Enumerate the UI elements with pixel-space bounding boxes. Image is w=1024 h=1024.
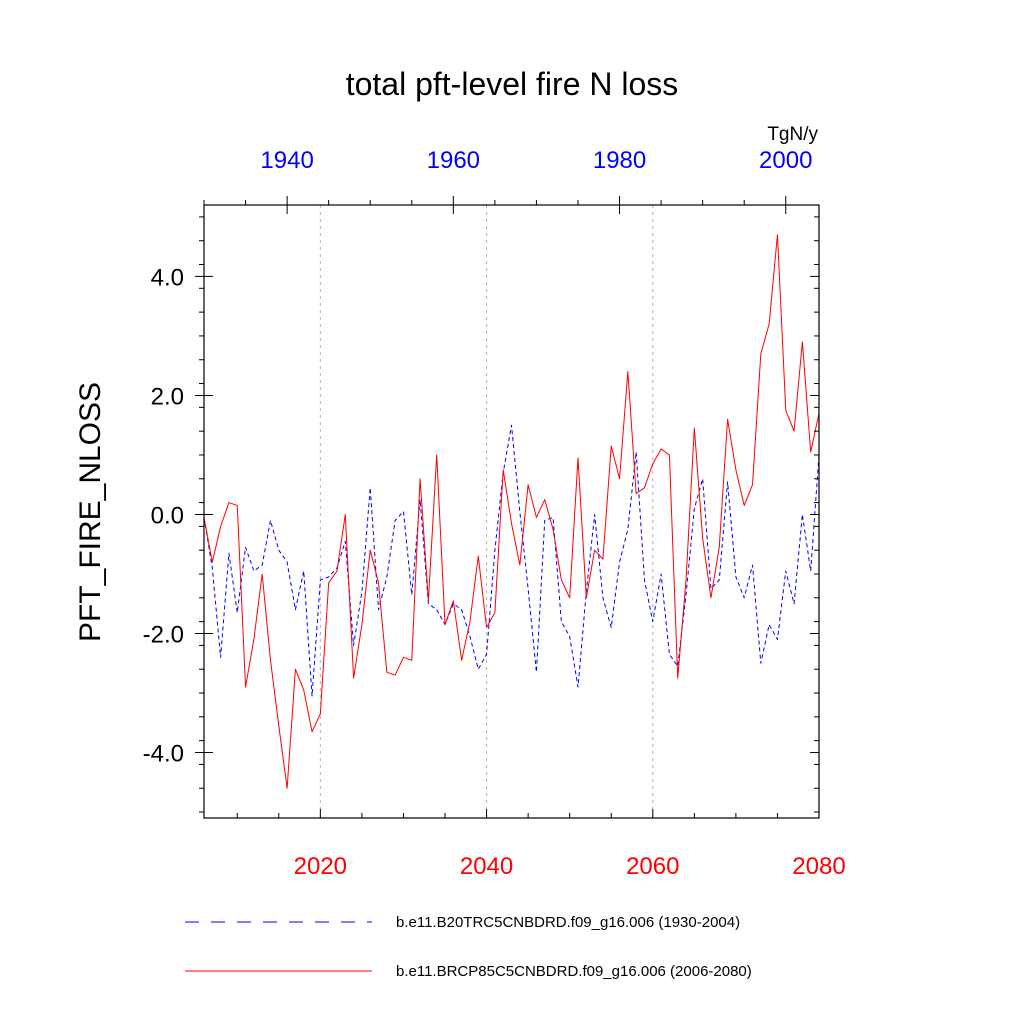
x-bottom-tick-label: 2080 — [792, 853, 845, 880]
ticks — [195, 196, 820, 818]
x-top-tick-label: 1980 — [593, 147, 646, 174]
legend: b.e11.B20TRC5CNBDRD.f09_g16.006 (1930-20… — [185, 914, 752, 980]
x-top-tick-label: 2000 — [759, 147, 812, 174]
series-layer — [203, 234, 820, 789]
y-tick-label: -2.0 — [143, 622, 184, 649]
y-axis-label: PFT_FIRE_NLOSS — [74, 382, 107, 642]
x-bottom-tick-label: 2060 — [626, 853, 679, 880]
series-line-0 — [203, 424, 820, 697]
x-bottom-tick-label: 2020 — [294, 853, 347, 880]
legend-label-historical: b.e11.B20TRC5CNBDRD.f09_g16.006 (1930-20… — [396, 914, 740, 931]
axes — [203, 204, 820, 819]
series-line-1 — [203, 234, 820, 789]
grid-lines — [319, 205, 654, 818]
chart-title: total pft-level fire N loss — [346, 66, 679, 102]
y-tick-label: 4.0 — [151, 264, 184, 291]
legend-label-rcp85: b.e11.BRCP85C5CNBDRD.f09_g16.006 (2006-2… — [396, 963, 752, 980]
x-bottom-tick-label: 2040 — [460, 853, 513, 880]
y-tick-label: 2.0 — [151, 383, 184, 410]
tick-labels: -4.0 -2.0 0.0 2.0 4.0 2020 2040 2060 2080 1940 196… — [143, 147, 846, 880]
x-top-tick-label: 1960 — [427, 147, 480, 174]
y-tick-label: 0.0 — [151, 502, 184, 529]
y-tick-label: -4.0 — [143, 741, 184, 768]
x-top-tick-label: 1940 — [260, 147, 313, 174]
units-label: TgN/y — [767, 124, 818, 145]
plot-frame — [203, 204, 820, 819]
